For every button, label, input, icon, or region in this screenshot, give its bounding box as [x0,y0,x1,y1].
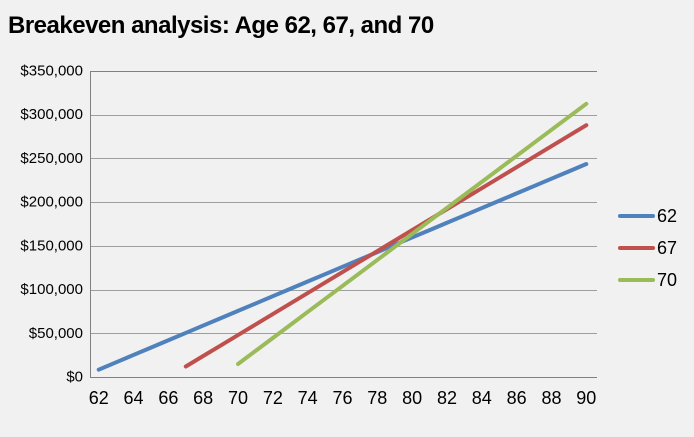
legend-swatch-62 [618,214,655,218]
series-line-67 [183,123,589,369]
series-line-70 [236,101,589,366]
legend-swatch-70 [618,278,655,282]
x-tick-label: 68 [193,388,213,408]
x-tick-label: 78 [367,388,387,408]
legend-label-67: 67 [657,238,678,258]
legend-item-62: 62 [618,200,677,232]
x-tick-label: 72 [263,388,283,408]
legend: 62 67 70 [618,200,677,296]
y-tick-label: $300,000 [20,106,83,123]
x-tick-label: 82 [437,388,457,408]
x-tick-label: 76 [332,388,352,408]
x-tick-label: 64 [124,388,144,408]
x-tick-label: 66 [158,388,178,408]
legend-swatch-67 [618,246,655,250]
x-tick-label: 80 [402,388,422,408]
x-tick-label: 88 [541,388,561,408]
legend-label-62: 62 [657,206,678,226]
y-tick-label: $250,000 [20,150,83,167]
y-tick-label: $100,000 [20,281,83,298]
y-tick-label: $200,000 [20,194,83,211]
legend-item-67: 67 [618,232,677,264]
y-tick-label: $0 [66,369,83,386]
chart-title: Breakeven analysis: Age 62, 67, and 70 [8,12,434,39]
series-line-62 [96,162,589,372]
y-tick-label: $150,000 [20,237,83,254]
legend-label-70: 70 [657,270,678,290]
x-tick-label: 86 [507,388,527,408]
x-tick-label: 90 [576,388,596,408]
x-tick-label: 70 [228,388,248,408]
y-tick-label: $350,000 [20,63,83,80]
legend-item-70: 70 [618,264,677,296]
y-tick-label: $50,000 [29,325,83,342]
x-tick-label: 74 [298,388,318,408]
x-tick-label: 84 [472,388,492,408]
x-tick-label: 62 [89,388,109,408]
